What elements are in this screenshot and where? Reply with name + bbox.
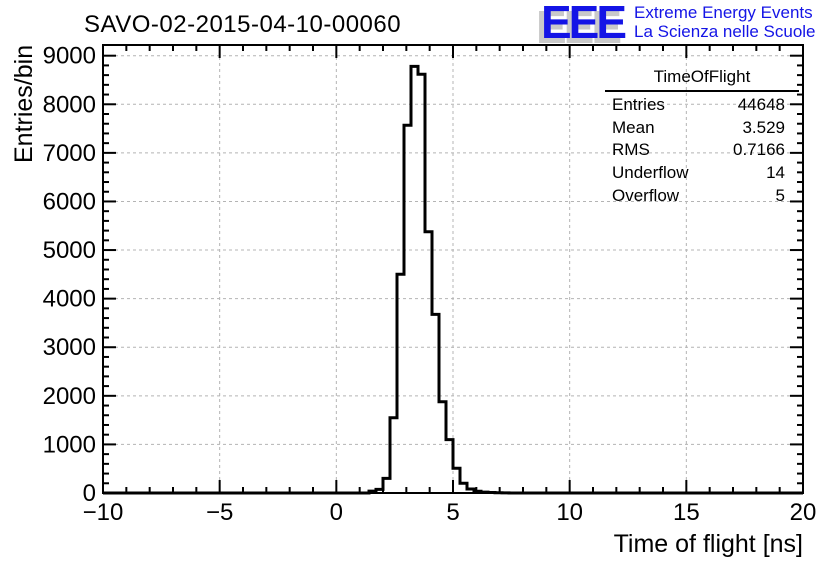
x-tick-label: −10 (83, 499, 124, 526)
stats-box-title: TimeOfFlight (605, 67, 799, 92)
stats-label: Mean (612, 117, 655, 137)
stats-row-underflow: Underflow 14 (605, 162, 799, 185)
x-tick-label: 15 (673, 499, 700, 526)
stats-value: 0.7166 (733, 140, 785, 160)
stats-value: 5 (775, 185, 785, 205)
eee-logo-text: Extreme Energy Events La Scienza nelle S… (634, 3, 815, 41)
stats-row-overflow: Overflow 5 (605, 185, 799, 208)
stats-value: 14 (766, 163, 785, 183)
eee-logo-line2: La Scienza nelle Scuole (634, 22, 816, 41)
x-axis-title: Time of flight [ns] (613, 530, 803, 558)
eee-logo-acronym: EEE (541, 0, 627, 48)
x-tick-label: 10 (556, 499, 583, 526)
y-tick-label: 6000 (43, 188, 96, 215)
stats-label: Entries (612, 95, 665, 114)
y-tick-label: 4000 (43, 286, 96, 313)
stats-row-mean: Mean 3.529 (605, 117, 799, 140)
plot-title: SAVO-02-2015-04-10-00060 (84, 11, 402, 38)
stats-label: RMS (612, 140, 650, 160)
y-tick-label: 2000 (43, 383, 96, 410)
x-tick-label: 5 (446, 499, 459, 526)
y-tick-label: 7000 (43, 140, 96, 167)
y-tick-label: 1000 (43, 431, 96, 458)
stats-row-entries: Entries 44648 (605, 94, 799, 117)
stats-row-rms: RMS 0.7166 (605, 139, 799, 162)
y-tick-label: 5000 (43, 237, 96, 264)
x-tick-label: 20 (790, 499, 817, 526)
stats-value: 44648 (737, 95, 785, 114)
x-tick-label: 0 (330, 499, 343, 526)
y-tick-label: 9000 (43, 43, 96, 70)
plot-frame (102, 44, 804, 494)
stats-label: Overflow (612, 185, 680, 205)
eee-logo-line1: Extreme Energy Events (634, 3, 813, 22)
y-tick-label: 3000 (43, 334, 96, 361)
y-tick-label: 8000 (43, 91, 96, 118)
stats-box: TimeOfFlight Entries 44648 Mean 3.529 RM… (605, 67, 799, 208)
y-tick-label: 0 (83, 480, 96, 507)
eee-logo: EEE Extreme Energy Events La Scienza nel… (541, 0, 816, 48)
y-axis-title: Entries/bin (10, 44, 38, 163)
stats-label: Underflow (612, 163, 689, 183)
stats-value: 3.529 (742, 117, 785, 137)
x-tick-label: −5 (206, 499, 233, 526)
